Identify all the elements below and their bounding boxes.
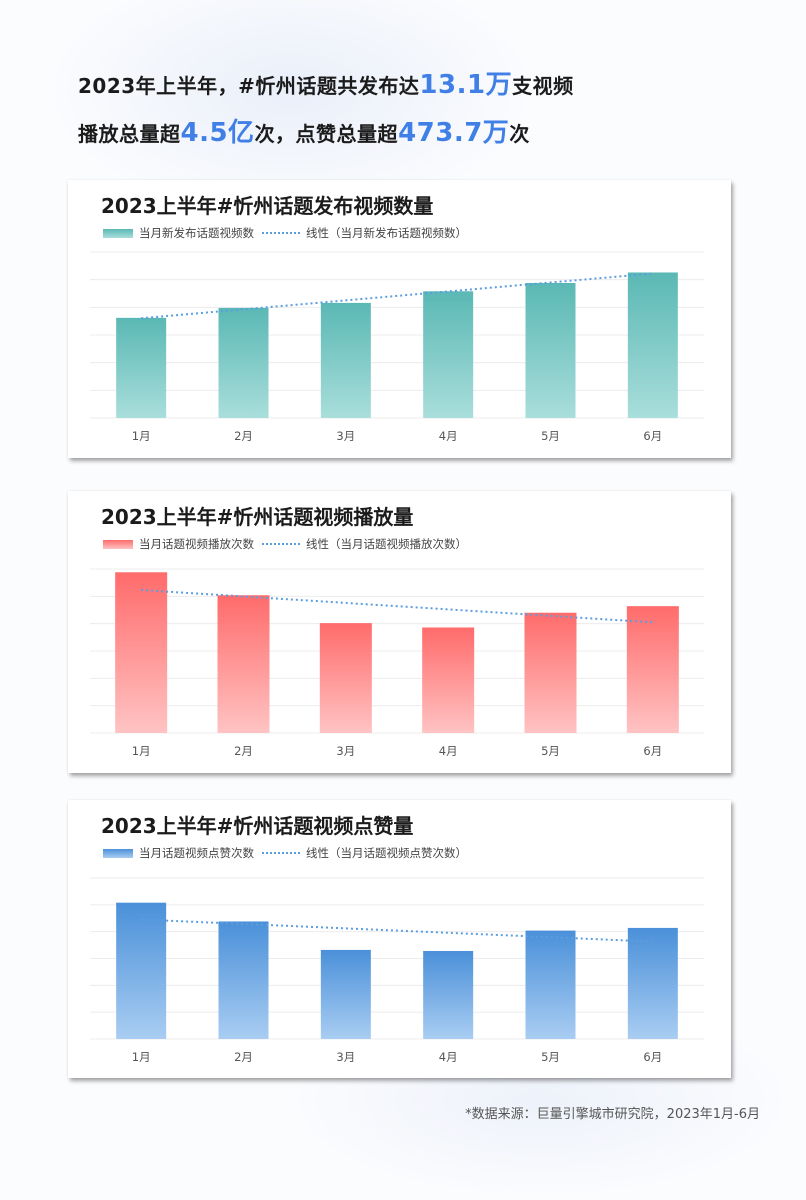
chart-plot-like-count: 1月 2月 3月 4月 5月 6月 [90, 877, 704, 1064]
trendline [141, 918, 653, 943]
chart-legend: 当月话题视频点赞次数 线性（当月话题视频点赞次数） [103, 845, 467, 861]
legend-series-label: 当月话题视频播放次数 [139, 537, 254, 551]
bar-2月 [217, 595, 270, 733]
x-tick-label: 3月 [336, 429, 355, 443]
bar-4月 [423, 291, 474, 418]
headline-highlight-videos: 13.1万 [419, 70, 513, 100]
x-tick-label: 4月 [439, 429, 458, 443]
x-tick-label: 1月 [132, 744, 151, 758]
trendline [141, 272, 653, 320]
x-tick-label: 6月 [643, 429, 662, 443]
bar-3月 [320, 302, 371, 418]
bar-1月 [116, 317, 167, 418]
x-tick-label: 2月 [234, 1050, 253, 1064]
chart-card-play-count: 2023上半年#忻州话题视频播放量 当月话题视频播放次数 线性（当月话题视频播放… [68, 491, 731, 773]
headline-text: 支视频 [512, 74, 574, 98]
x-tick-label: 6月 [643, 1050, 662, 1064]
chart-card-video-count: 2023上半年#忻州话题发布视频数量 当月新发布话题视频数 线性（当月新发布话题… [68, 180, 731, 458]
headline-highlight-plays: 4.5亿 [180, 118, 255, 148]
bar-2月 [218, 307, 269, 418]
legend-trendline-label: 线性（当月话题视频点赞次数） [306, 846, 467, 860]
chart-legend: 当月新发布话题视频数 线性（当月新发布话题视频数） [103, 225, 467, 241]
bar-4月 [422, 627, 475, 733]
headline-line-1: 2023年上半年，#忻州话题共发布达13.1万支视频 [78, 64, 574, 101]
chart-plot-play-count: 1月 2月 3月 4月 5月 6月 [90, 568, 704, 758]
x-tick-label: 4月 [439, 1050, 458, 1064]
bar-2月 [218, 921, 269, 1039]
chart-title: 2023上半年#忻州话题发布视频数量 [101, 194, 434, 218]
legend-trendline-swatch [262, 852, 300, 854]
bar-3月 [319, 623, 372, 733]
legend-series-label: 当月新发布话题视频数 [139, 226, 254, 240]
chart-title: 2023上半年#忻州话题视频点赞量 [101, 814, 414, 838]
x-tick-label: 2月 [234, 744, 253, 758]
headline-text: 2023年上半年，#忻州话题共发布达 [78, 74, 420, 98]
x-tick-label: 4月 [439, 744, 458, 758]
data-source-note: *数据来源：巨量引擎城市研究院，2023年1月-6月 [465, 1107, 760, 1122]
x-tick-label: 5月 [541, 1050, 560, 1064]
chart-plot-video-count: 1月 2月 3月 4月 5月 6月 [90, 251, 704, 443]
legend-trendline-swatch [262, 543, 300, 545]
chart-legend: 当月话题视频播放次数 线性（当月话题视频播放次数） [103, 536, 467, 552]
headline-text: 次，点赞总量超 [254, 122, 399, 146]
legend-trendline-swatch [262, 232, 300, 234]
x-tick-label: 1月 [132, 1050, 151, 1064]
bar-1月 [116, 902, 167, 1039]
x-tick-label: 3月 [336, 1050, 355, 1064]
x-tick-label: 5月 [541, 429, 560, 443]
bar-4月 [423, 950, 474, 1039]
bar-6月 [626, 606, 679, 733]
legend-swatch-bar [103, 228, 133, 238]
bar-1月 [115, 572, 168, 733]
x-tick-label: 1月 [132, 429, 151, 443]
bar-6月 [627, 927, 678, 1039]
legend-swatch-bar [103, 848, 133, 858]
headline-text: 次 [509, 122, 530, 146]
x-tick-label: 2月 [234, 429, 253, 443]
x-tick-label: 3月 [336, 744, 355, 758]
bar-5月 [525, 930, 576, 1039]
bar-6月 [627, 272, 678, 418]
bar-5月 [525, 282, 576, 418]
trendline [141, 589, 653, 624]
chart-title: 2023上半年#忻州话题视频播放量 [101, 505, 414, 529]
chart-card-like-count: 2023上半年#忻州话题视频点赞量 当月话题视频点赞次数 线性（当月话题视频点赞… [68, 800, 731, 1078]
legend-trendline-label: 线性（当月新发布话题视频数） [306, 226, 467, 240]
x-tick-label: 6月 [643, 744, 662, 758]
bar-3月 [320, 949, 371, 1039]
headline-line-2: 播放总量超4.5亿次，点赞总量超473.7万次 [78, 112, 530, 149]
headline-text: 播放总量超 [78, 122, 181, 146]
headline-highlight-likes: 473.7万 [398, 118, 510, 148]
legend-trendline-label: 线性（当月话题视频播放次数） [306, 537, 467, 551]
bar-5月 [524, 612, 577, 733]
x-tick-label: 5月 [541, 744, 560, 758]
legend-swatch-bar [103, 539, 133, 549]
legend-series-label: 当月话题视频点赞次数 [139, 846, 254, 860]
